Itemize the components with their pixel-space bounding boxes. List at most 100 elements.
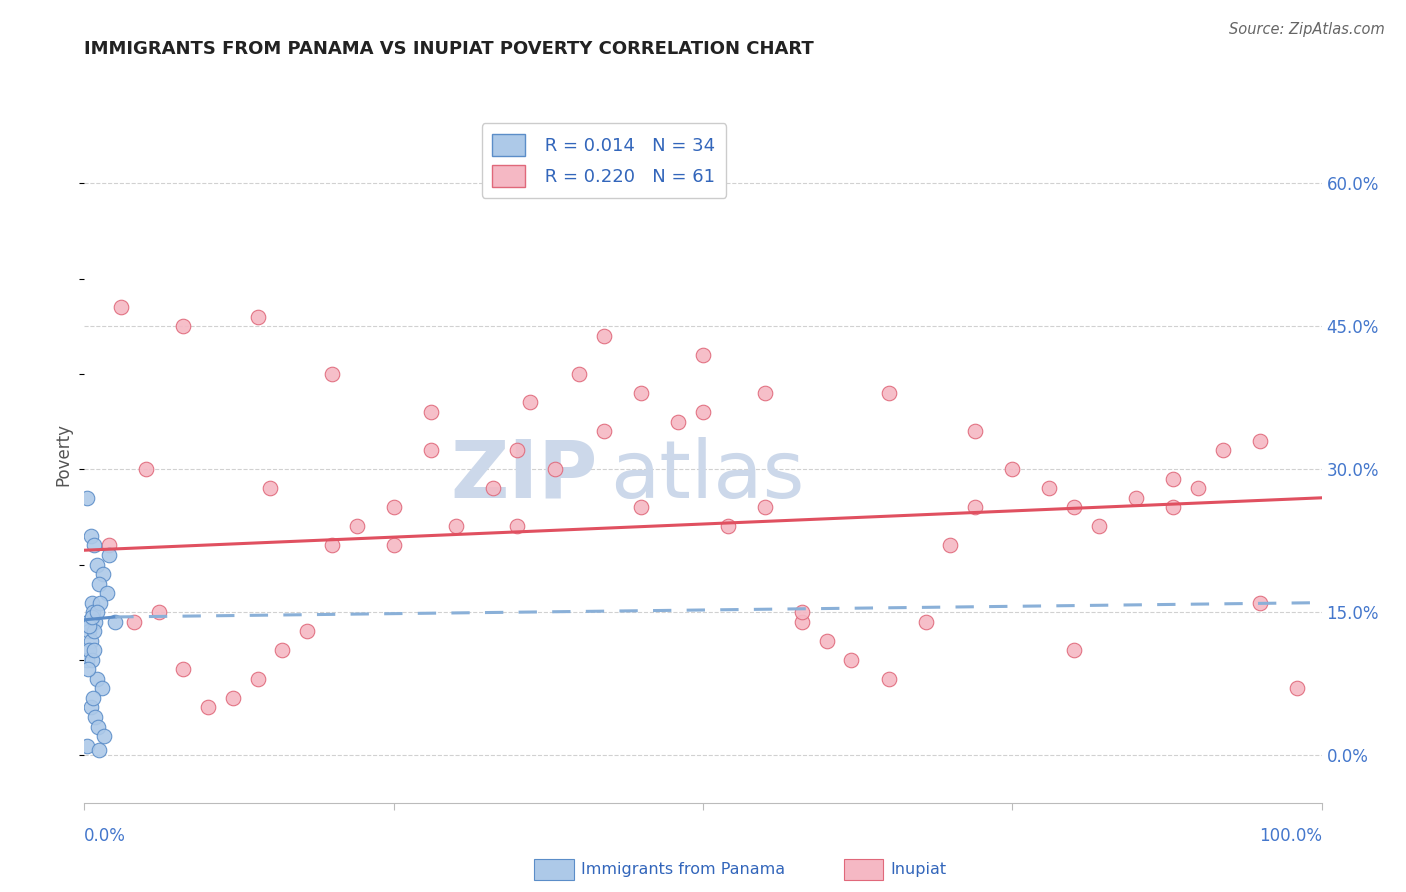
Text: IMMIGRANTS FROM PANAMA VS INUPIAT POVERTY CORRELATION CHART: IMMIGRANTS FROM PANAMA VS INUPIAT POVERT… (84, 40, 814, 58)
Point (877, 386, 900, 401)
Point (77, 662, 100, 676)
Point (76, 491, 98, 505)
Point (1063, 500, 1085, 515)
Point (519, 395, 541, 409)
Point (90, 681, 112, 696)
Point (82, 690, 104, 705)
Point (79, 633, 101, 648)
Point (79, 529, 101, 543)
Point (965, 424, 987, 438)
Point (1063, 643, 1085, 657)
Point (692, 348, 714, 362)
Point (914, 615, 936, 629)
Point (1161, 472, 1184, 486)
Point (84, 615, 107, 629)
Point (98, 548, 121, 562)
Point (98, 539, 121, 553)
Point (80, 596, 103, 610)
Point (321, 539, 343, 553)
Point (630, 386, 652, 401)
Point (593, 424, 616, 438)
Point (295, 624, 318, 639)
Point (246, 672, 269, 686)
Point (93, 729, 115, 743)
Point (83, 643, 105, 657)
Point (630, 500, 652, 515)
Point (1038, 481, 1060, 495)
Point (110, 300, 132, 314)
Point (841, 653, 863, 667)
Point (96, 586, 118, 600)
Point (135, 462, 157, 476)
Point (1212, 443, 1234, 458)
Point (83, 624, 105, 639)
Text: 0.0%: 0.0% (84, 827, 127, 845)
Point (1001, 462, 1024, 476)
Point (222, 690, 245, 705)
Point (172, 319, 194, 334)
Point (77, 615, 100, 629)
Point (89, 576, 111, 591)
Point (506, 519, 529, 533)
Point (717, 519, 740, 533)
Point (1088, 519, 1111, 533)
Point (83, 539, 105, 553)
Point (122, 615, 145, 629)
Point (79, 624, 101, 639)
Point (593, 328, 616, 343)
Point (80, 610, 103, 624)
Point (790, 615, 813, 629)
Point (754, 500, 776, 515)
Point (965, 500, 987, 515)
Point (1187, 481, 1209, 495)
Text: ZIP: ZIP (450, 437, 598, 515)
Point (419, 443, 441, 458)
Text: atlas: atlas (610, 437, 804, 515)
Point (321, 367, 343, 381)
Point (197, 700, 219, 714)
Point (87, 720, 110, 734)
Point (86, 672, 108, 686)
Point (172, 662, 194, 676)
Point (79, 619, 101, 633)
Text: Immigrants from Panama: Immigrants from Panama (581, 863, 785, 877)
Y-axis label: Poverty: Poverty (55, 424, 73, 486)
Point (1249, 596, 1271, 610)
Point (543, 462, 565, 476)
Text: Source: ZipAtlas.com: Source: ZipAtlas.com (1229, 22, 1385, 37)
Point (271, 643, 294, 657)
Point (80, 653, 103, 667)
Legend:  R = 0.014   N = 34,  R = 0.220   N = 61: R = 0.014 N = 34, R = 0.220 N = 61 (482, 123, 727, 198)
Point (790, 605, 813, 619)
Point (1249, 434, 1271, 448)
Point (481, 481, 503, 495)
Point (89, 743, 111, 757)
Point (382, 500, 405, 515)
Point (259, 481, 281, 495)
Point (419, 405, 441, 419)
Point (246, 310, 269, 324)
Point (91, 567, 114, 582)
Point (444, 519, 467, 533)
Point (666, 415, 689, 429)
Point (76, 653, 98, 667)
Point (89, 596, 111, 610)
Point (939, 539, 962, 553)
Point (148, 605, 170, 619)
Point (754, 386, 776, 401)
Point (692, 405, 714, 419)
Point (79, 643, 101, 657)
Point (104, 615, 127, 629)
Point (79, 700, 101, 714)
Text: 100.0%: 100.0% (1258, 827, 1322, 845)
Point (568, 367, 591, 381)
Point (346, 519, 368, 533)
Point (1125, 491, 1147, 505)
Point (84, 710, 107, 724)
Point (86, 605, 108, 619)
Point (86, 558, 108, 572)
Point (1161, 500, 1184, 515)
Point (506, 443, 529, 458)
Text: Inupiat: Inupiat (890, 863, 946, 877)
Point (877, 672, 900, 686)
